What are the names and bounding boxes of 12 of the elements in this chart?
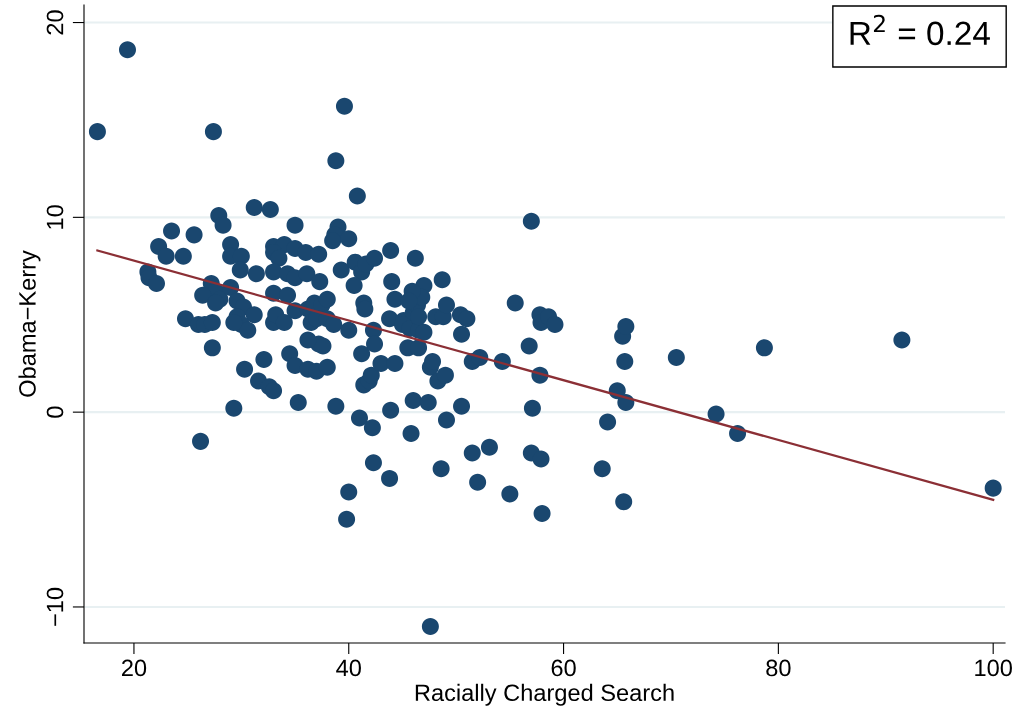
x-tick-label: 80	[766, 659, 791, 677]
x-tick-label: 60	[551, 659, 576, 677]
y-tick-label: −10	[46, 587, 64, 626]
y-tick-label: 0	[46, 406, 64, 418]
x-tick-label: 100	[975, 659, 1012, 677]
x-tick-label: 20	[122, 659, 147, 677]
x-axis-title: Racially Charged Search	[415, 683, 674, 706]
x-tick-label: 40	[336, 659, 361, 677]
y-tick-label: 10	[46, 205, 64, 229]
y-tick-label: 20	[46, 10, 64, 35]
y-axis-title: Obama−Kerry	[18, 250, 41, 397]
annotation: R$^{2}$ = 0.24	[850, 14, 990, 46]
